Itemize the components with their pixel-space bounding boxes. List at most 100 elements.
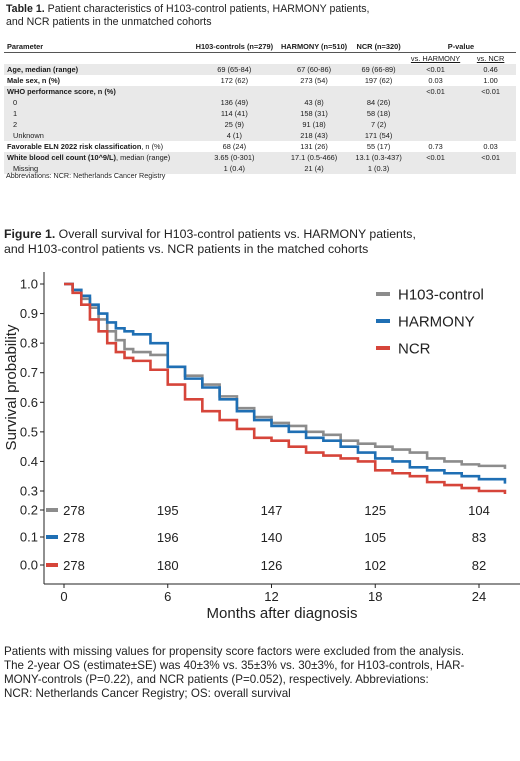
y-tick-label: 0.2	[20, 503, 38, 518]
x-tick-label: 12	[264, 589, 278, 604]
figure-footnote: Patients with missing values for propens…	[4, 645, 516, 701]
risk-count: 82	[472, 558, 486, 573]
table-row: Male sex, n (%) 172 (62) 273 (54) 197 (62) 0…	[4, 75, 516, 86]
table-row: Age, median (range) 69 (65-84) 67 (60-86) 6…	[4, 64, 516, 75]
y-tick-label: 0.8	[20, 336, 38, 351]
table-cell-p2	[465, 130, 516, 141]
footnote-line-2: The 2-year OS (estimate±SE) was 40±3% vs…	[4, 659, 465, 672]
table-subheader-row: vs. HARMONY vs. NCR	[4, 53, 516, 65]
table-cell-p1	[405, 97, 466, 108]
survival-curve-harmony	[64, 282, 507, 484]
table-cell-label: 0	[4, 97, 192, 108]
table-caption-text-2: and NCR patients in the unmatched cohort…	[6, 16, 212, 28]
x-tick-label: 24	[472, 589, 486, 604]
table-cell-h103: 69 (65-84)	[191, 64, 277, 75]
x-tick-label: 0	[60, 589, 67, 604]
header-h103: H103-controls (n=279)	[191, 41, 277, 53]
footnote-line-3: MONY-controls (P=0.22), and NCR patients…	[4, 673, 429, 686]
survival-curve-ncr	[64, 282, 507, 494]
y-tick-label: 0.3	[20, 484, 38, 499]
header-parameter: Parameter	[4, 41, 192, 53]
row-label: Male sex, n (%)	[7, 76, 60, 85]
table-cell-harmony: 43 (8)	[276, 97, 352, 108]
risk-count: 104	[468, 503, 490, 518]
table-cell-h103: 136 (49)	[191, 97, 277, 108]
figure-caption-label: Figure 1.	[4, 227, 56, 241]
table-row: WHO performance score, n (%) <0.01 <0.01	[4, 86, 516, 97]
y-tick-label: 0.5	[20, 424, 38, 439]
row-label: Favorable ELN 2022 risk classification	[7, 142, 142, 151]
table-cell-harmony: 273 (54)	[300, 76, 328, 85]
table-cell-ncr	[351, 86, 406, 97]
x-axis-label: Months after diagnosis	[207, 605, 358, 622]
y-tick-label: 0.6	[20, 395, 38, 410]
table-cell-ncr: 13.1 (0.3-437)	[351, 152, 406, 163]
x-tick-label: 18	[368, 589, 382, 604]
risk-count: 278	[63, 503, 85, 518]
subheader-vs-harmony: vs. HARMONY	[410, 54, 461, 63]
table-cell-harmony: 131 (26)	[300, 142, 328, 151]
row-label: Missing	[13, 164, 39, 173]
table-cell-harmony	[276, 86, 352, 97]
footnote-line-1: Patients with missing values for propens…	[4, 645, 465, 658]
risk-count: 180	[157, 558, 179, 573]
table-cell-ncr: 1 (0.3)	[351, 163, 406, 174]
table-cell-p2: <0.01	[465, 86, 516, 97]
table-cell-h103: 1 (0.4)	[191, 163, 277, 174]
table-cell-p1	[405, 119, 466, 130]
table-cell-ncr: 58 (18)	[351, 108, 406, 119]
legend-label: H103-control	[398, 287, 484, 304]
table-cell-p1: <0.01	[405, 64, 466, 75]
table-cell-p2	[465, 163, 516, 174]
table-cell-p1	[405, 163, 466, 174]
table-caption: Table 1. Patient characteristics of H103…	[6, 3, 370, 29]
figure-caption-text-2: and H103-control patients vs. NCR patien…	[4, 242, 369, 256]
risk-count: 83	[472, 530, 486, 545]
table-cell-label: Male sex, n (%)	[4, 75, 192, 86]
risk-count: 195	[157, 503, 179, 518]
risk-count: 126	[261, 558, 283, 573]
table-cell-harmony: 21 (4)	[276, 163, 352, 174]
table-caption-label: Table 1.	[6, 3, 45, 15]
survival-curve-h103-control	[64, 282, 507, 469]
legend-label: NCR	[398, 341, 431, 358]
row-label: 1	[13, 109, 18, 118]
table-cell-label: WHO performance score, n (%)	[4, 86, 192, 97]
row-label: 2	[13, 120, 18, 129]
survival-chart: 1.0 0.9 0.8 0.7 0.6 0.5 0.4 0.3 0.2 0.1 0.0 278 195 1…	[3, 272, 520, 622]
table-cell-label: Age, median (range)	[4, 64, 192, 75]
y-tick-label: 0.1	[20, 530, 38, 545]
risk-count: 278	[63, 558, 85, 573]
table-row: White blood cell count (10^9/L), median …	[4, 152, 516, 163]
subheader-vs-ncr: vs. NCR	[476, 54, 505, 63]
table-row: Unknown 4 (1) 218 (43) 171 (54)	[4, 130, 516, 141]
table-cell-h103: 25 (9)	[191, 119, 277, 130]
characteristics-table: Parameter H103-controls (n=279) HARMONY …	[4, 41, 516, 174]
table-cell-harmony: 218 (43)	[276, 130, 352, 141]
header-harmony: HARMONY (n=510)	[276, 41, 352, 53]
y-tick-label: 1.0	[20, 277, 38, 292]
legend-label: HARMONY	[398, 314, 475, 331]
table-cell-p1: 0.73	[428, 142, 443, 151]
table-row: Missing 1 (0.4) 21 (4) 1 (0.3)	[4, 163, 516, 174]
table-cell-p2	[465, 108, 516, 119]
row-label: Age, median (range)	[7, 65, 79, 74]
row-label-suffix: , n (%)	[141, 142, 164, 151]
figure-caption-text: Overall survival for H103-control patien…	[58, 227, 416, 241]
footnote-line-4: NCR: Netherlands Cancer Registry; OS: ov…	[4, 687, 291, 700]
table-cell-h103	[191, 86, 277, 97]
risk-count: 147	[261, 503, 283, 518]
y-tick-label: 0.7	[20, 365, 38, 380]
table-cell-label: 1	[4, 108, 192, 119]
table-cell-p1	[405, 108, 466, 119]
y-tick-label: 0.0	[20, 558, 38, 573]
x-tick-label: 6	[164, 589, 171, 604]
table-abbreviations: Abbreviations: NCR: Netherlands Cancer R…	[6, 171, 166, 180]
table-cell-p2	[465, 119, 516, 130]
table-row: Favorable ELN 2022 risk classification, …	[4, 141, 516, 152]
table-cell-ncr: 55 (17)	[366, 142, 391, 151]
row-label: White blood cell count (10^9/L)	[7, 153, 117, 162]
table-cell-p2: 1.00	[483, 76, 498, 85]
table-cell-harmony: 91 (18)	[276, 119, 352, 130]
row-label-suffix: , median (range)	[116, 153, 171, 162]
